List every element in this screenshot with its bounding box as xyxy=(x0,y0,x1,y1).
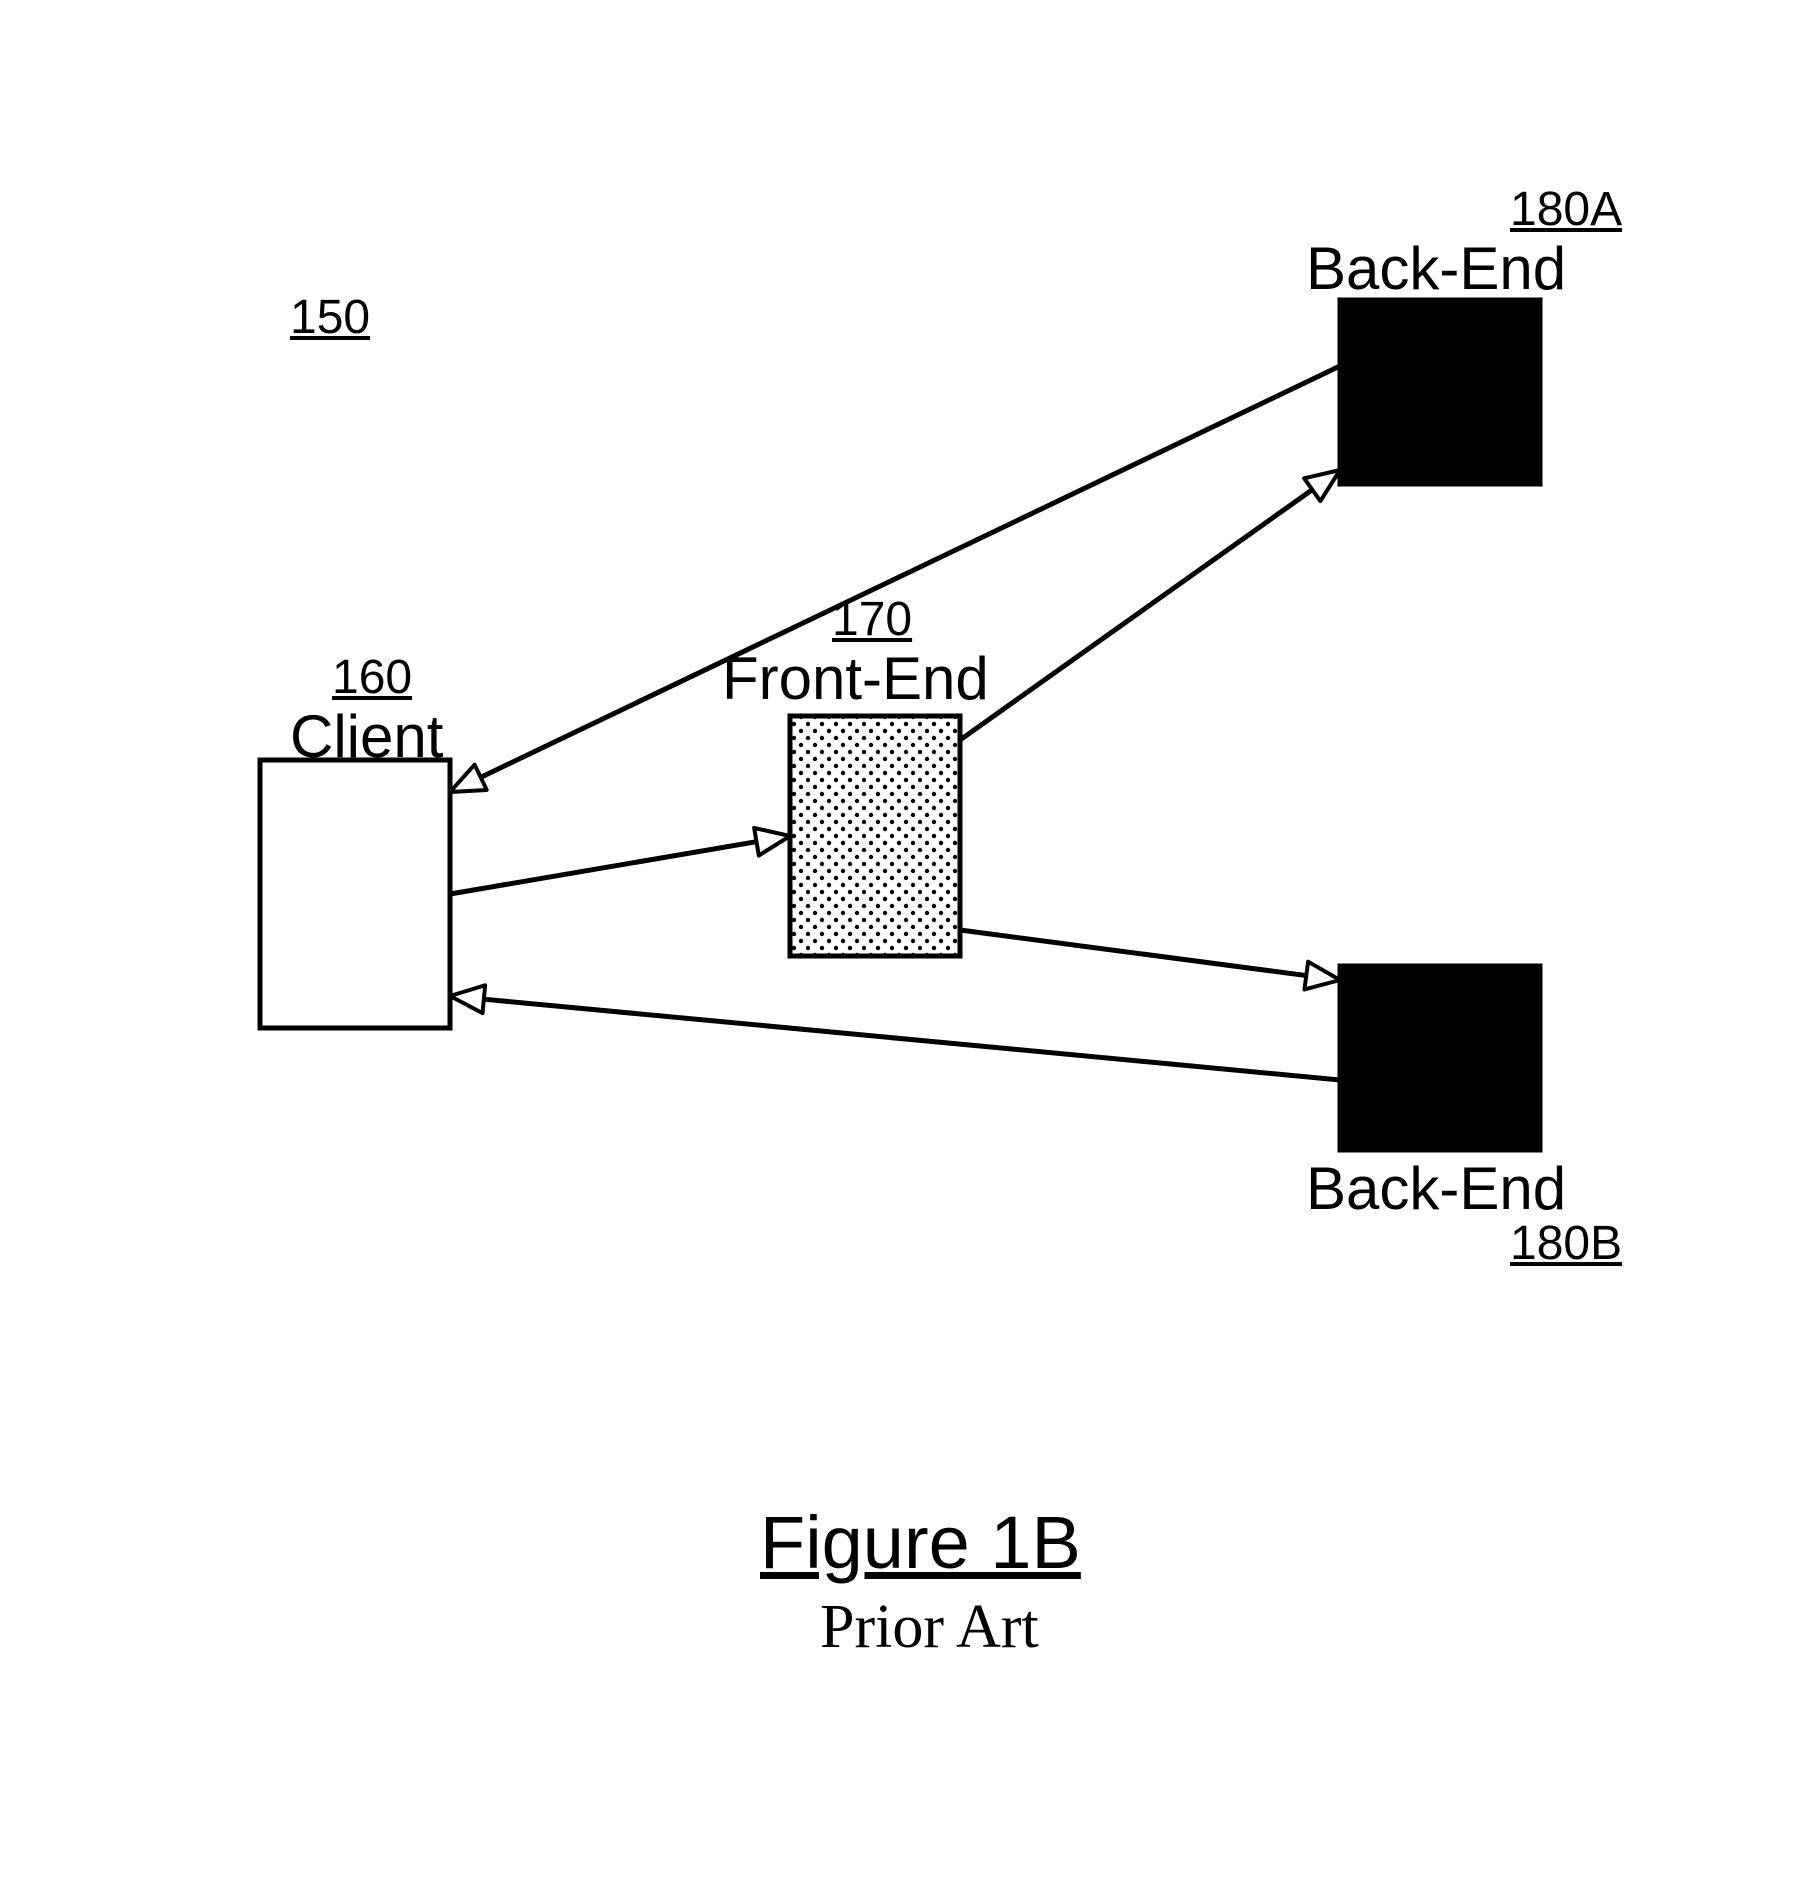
arrow-line xyxy=(960,490,1312,740)
client-node xyxy=(260,760,450,1028)
backend-b-label: Back-End xyxy=(1306,1154,1566,1223)
frontend-ref-label: 170 xyxy=(832,592,912,647)
frontend-label: Front-End xyxy=(722,644,989,713)
arrow-head-icon xyxy=(754,828,790,856)
backendB-node xyxy=(1340,966,1540,1150)
diagram-stage: 150 160 Client 170 Front-End 180A Back-E… xyxy=(0,0,1809,1882)
figure-title: Figure 1B xyxy=(760,1500,1081,1585)
arrow-line xyxy=(960,930,1306,976)
client-ref-label: 160 xyxy=(332,650,412,705)
arrow-head-icon xyxy=(450,765,487,792)
arrow-head-icon xyxy=(1304,962,1340,990)
frontend-node xyxy=(790,716,960,956)
backend-b-ref-label: 180B xyxy=(1510,1216,1622,1271)
arrow-head-icon xyxy=(450,985,485,1013)
backend-a-ref-label: 180A xyxy=(1510,182,1622,237)
prior-art-caption: Prior Art xyxy=(820,1592,1039,1663)
arrow-line xyxy=(481,366,1340,777)
arrow-head-icon xyxy=(1304,470,1340,501)
client-label: Client xyxy=(290,702,443,771)
backendA-node xyxy=(1340,300,1540,484)
arrow-line xyxy=(450,842,756,894)
system-ref-label: 150 xyxy=(290,290,370,345)
arrow-line xyxy=(484,999,1340,1080)
backend-a-label: Back-End xyxy=(1306,234,1566,303)
